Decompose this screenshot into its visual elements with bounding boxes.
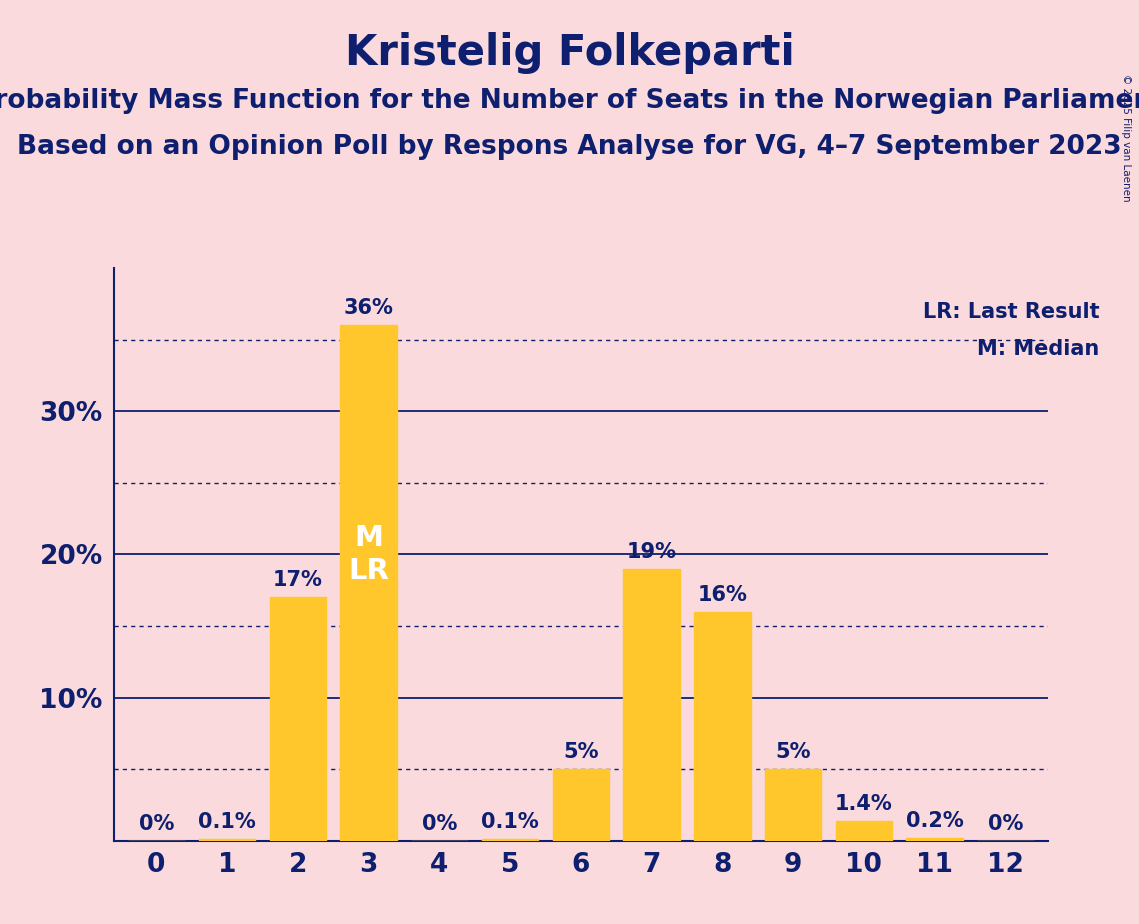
Text: Probability Mass Function for the Number of Seats in the Norwegian Parliament: Probability Mass Function for the Number… <box>0 88 1139 114</box>
Text: 0%: 0% <box>139 814 174 833</box>
Text: 1.4%: 1.4% <box>835 794 893 814</box>
Text: 0%: 0% <box>988 814 1023 833</box>
Bar <box>623 568 680 841</box>
Bar <box>482 839 539 841</box>
Text: 16%: 16% <box>697 585 747 604</box>
Text: M: Median: M: Median <box>977 339 1099 359</box>
Text: 17%: 17% <box>273 570 322 590</box>
Text: © 2025 Filip van Laenen: © 2025 Filip van Laenen <box>1121 74 1131 201</box>
Text: 0.2%: 0.2% <box>906 811 964 831</box>
Bar <box>552 769 609 841</box>
Text: LR: Last Result: LR: Last Result <box>923 302 1099 322</box>
Text: Kristelig Folkeparti: Kristelig Folkeparti <box>345 32 794 74</box>
Bar <box>694 612 751 841</box>
Bar <box>907 838 962 841</box>
Text: 5%: 5% <box>563 742 599 762</box>
Text: M
LR: M LR <box>349 524 390 585</box>
Text: 0.1%: 0.1% <box>482 812 539 833</box>
Bar <box>836 821 892 841</box>
Bar <box>199 839 255 841</box>
Text: 19%: 19% <box>626 541 677 562</box>
Bar <box>341 325 396 841</box>
Text: 0%: 0% <box>421 814 457 833</box>
Text: 5%: 5% <box>776 742 811 762</box>
Bar <box>270 597 326 841</box>
Text: Based on an Opinion Poll by Respons Analyse for VG, 4–7 September 2023: Based on an Opinion Poll by Respons Anal… <box>17 134 1122 160</box>
Bar <box>765 769 821 841</box>
Text: 0.1%: 0.1% <box>198 812 256 833</box>
Text: 36%: 36% <box>344 298 394 318</box>
